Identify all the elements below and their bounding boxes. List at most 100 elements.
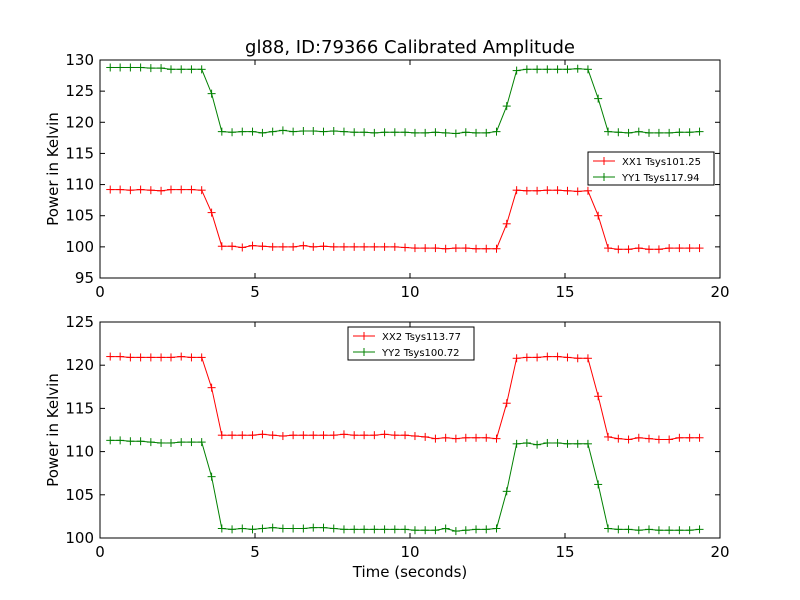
data-point	[583, 354, 592, 363]
data-point	[543, 438, 552, 447]
data-point	[258, 524, 267, 533]
data-point	[197, 65, 206, 74]
data-point	[502, 219, 511, 228]
data-point	[258, 430, 267, 439]
x-tick-label: 15	[555, 283, 574, 301]
data-point	[482, 128, 491, 137]
data-point	[116, 436, 125, 445]
data-point	[482, 525, 491, 534]
y-tick-label: 115	[65, 144, 94, 162]
data-point	[695, 433, 704, 442]
data-point	[461, 244, 470, 253]
data-point	[146, 438, 155, 447]
y-tick-label: 105	[65, 207, 94, 225]
data-point	[106, 436, 115, 445]
data-point	[441, 524, 450, 533]
data-point	[604, 244, 613, 253]
data-point	[685, 244, 694, 253]
data-point	[583, 439, 592, 448]
y-axis-label-bottom: Power in Kelvin	[44, 373, 62, 487]
data-point	[278, 524, 287, 533]
data-point	[166, 353, 175, 362]
data-point	[217, 127, 226, 136]
chart-title: gl88, ID:79366 Calibrated Amplitude	[245, 37, 575, 58]
data-point	[126, 437, 135, 446]
data-point	[309, 523, 318, 532]
data-point	[594, 480, 603, 489]
data-point	[339, 242, 348, 251]
data-point	[482, 244, 491, 253]
data-point	[319, 523, 328, 532]
data-point	[217, 524, 226, 533]
y-tick-label: 130	[65, 51, 94, 69]
legend-label: XX2 Tsys113.77	[382, 332, 461, 343]
data-point	[157, 353, 166, 362]
x-tick-label: 20	[710, 543, 729, 561]
data-point	[410, 526, 419, 535]
data-point	[441, 244, 450, 253]
data-point	[431, 434, 440, 443]
data-point	[390, 525, 399, 534]
data-point	[207, 89, 216, 98]
data-point	[116, 352, 125, 361]
data-point	[675, 433, 684, 442]
data-point	[319, 127, 328, 136]
x-tick-label: 0	[95, 543, 105, 561]
data-point	[502, 399, 511, 408]
data-point	[614, 525, 623, 534]
data-point	[350, 525, 359, 534]
data-point	[543, 352, 552, 361]
data-point	[563, 65, 572, 74]
data-point	[594, 211, 603, 220]
data-point	[421, 432, 430, 441]
data-point	[360, 128, 369, 137]
data-point	[380, 430, 389, 439]
data-point	[390, 128, 399, 137]
y-tick-label: 110	[65, 176, 94, 194]
data-point	[624, 435, 633, 444]
data-point	[553, 352, 562, 361]
data-point	[461, 433, 470, 442]
data-point	[370, 525, 379, 534]
data-point	[106, 185, 115, 194]
x-tick-label: 5	[250, 283, 260, 301]
data-point	[136, 63, 145, 72]
data-point	[461, 128, 470, 137]
data-point	[461, 526, 470, 535]
data-point	[126, 63, 135, 72]
data-point	[299, 127, 308, 136]
data-point	[319, 431, 328, 440]
data-point	[634, 526, 643, 535]
data-point	[533, 186, 542, 195]
data-point	[665, 244, 674, 253]
data-point	[563, 439, 572, 448]
data-point	[350, 431, 359, 440]
data-point	[187, 185, 196, 194]
data-point	[258, 128, 267, 137]
x-tick-label: 0	[95, 283, 105, 301]
data-point	[502, 102, 511, 111]
chart-top: gl88, ID:79366 Calibrated Amplitude Powe…	[44, 37, 730, 301]
data-point	[634, 127, 643, 136]
data-point	[624, 128, 633, 137]
x-tick-label: 10	[400, 543, 419, 561]
data-point	[512, 439, 521, 448]
data-point	[268, 242, 277, 251]
data-point	[380, 525, 389, 534]
data-point	[166, 65, 175, 74]
data-point	[573, 64, 582, 73]
data-point	[472, 525, 481, 534]
data-point	[116, 63, 125, 72]
data-point	[492, 434, 501, 443]
legend-box	[587, 151, 715, 186]
data-point	[451, 129, 460, 138]
data-point	[157, 186, 166, 195]
data-point	[278, 432, 287, 441]
data-point	[624, 245, 633, 254]
data-point	[665, 128, 674, 137]
data-point	[533, 65, 542, 74]
data-point	[136, 437, 145, 446]
data-point	[685, 128, 694, 137]
data-point	[695, 525, 704, 534]
